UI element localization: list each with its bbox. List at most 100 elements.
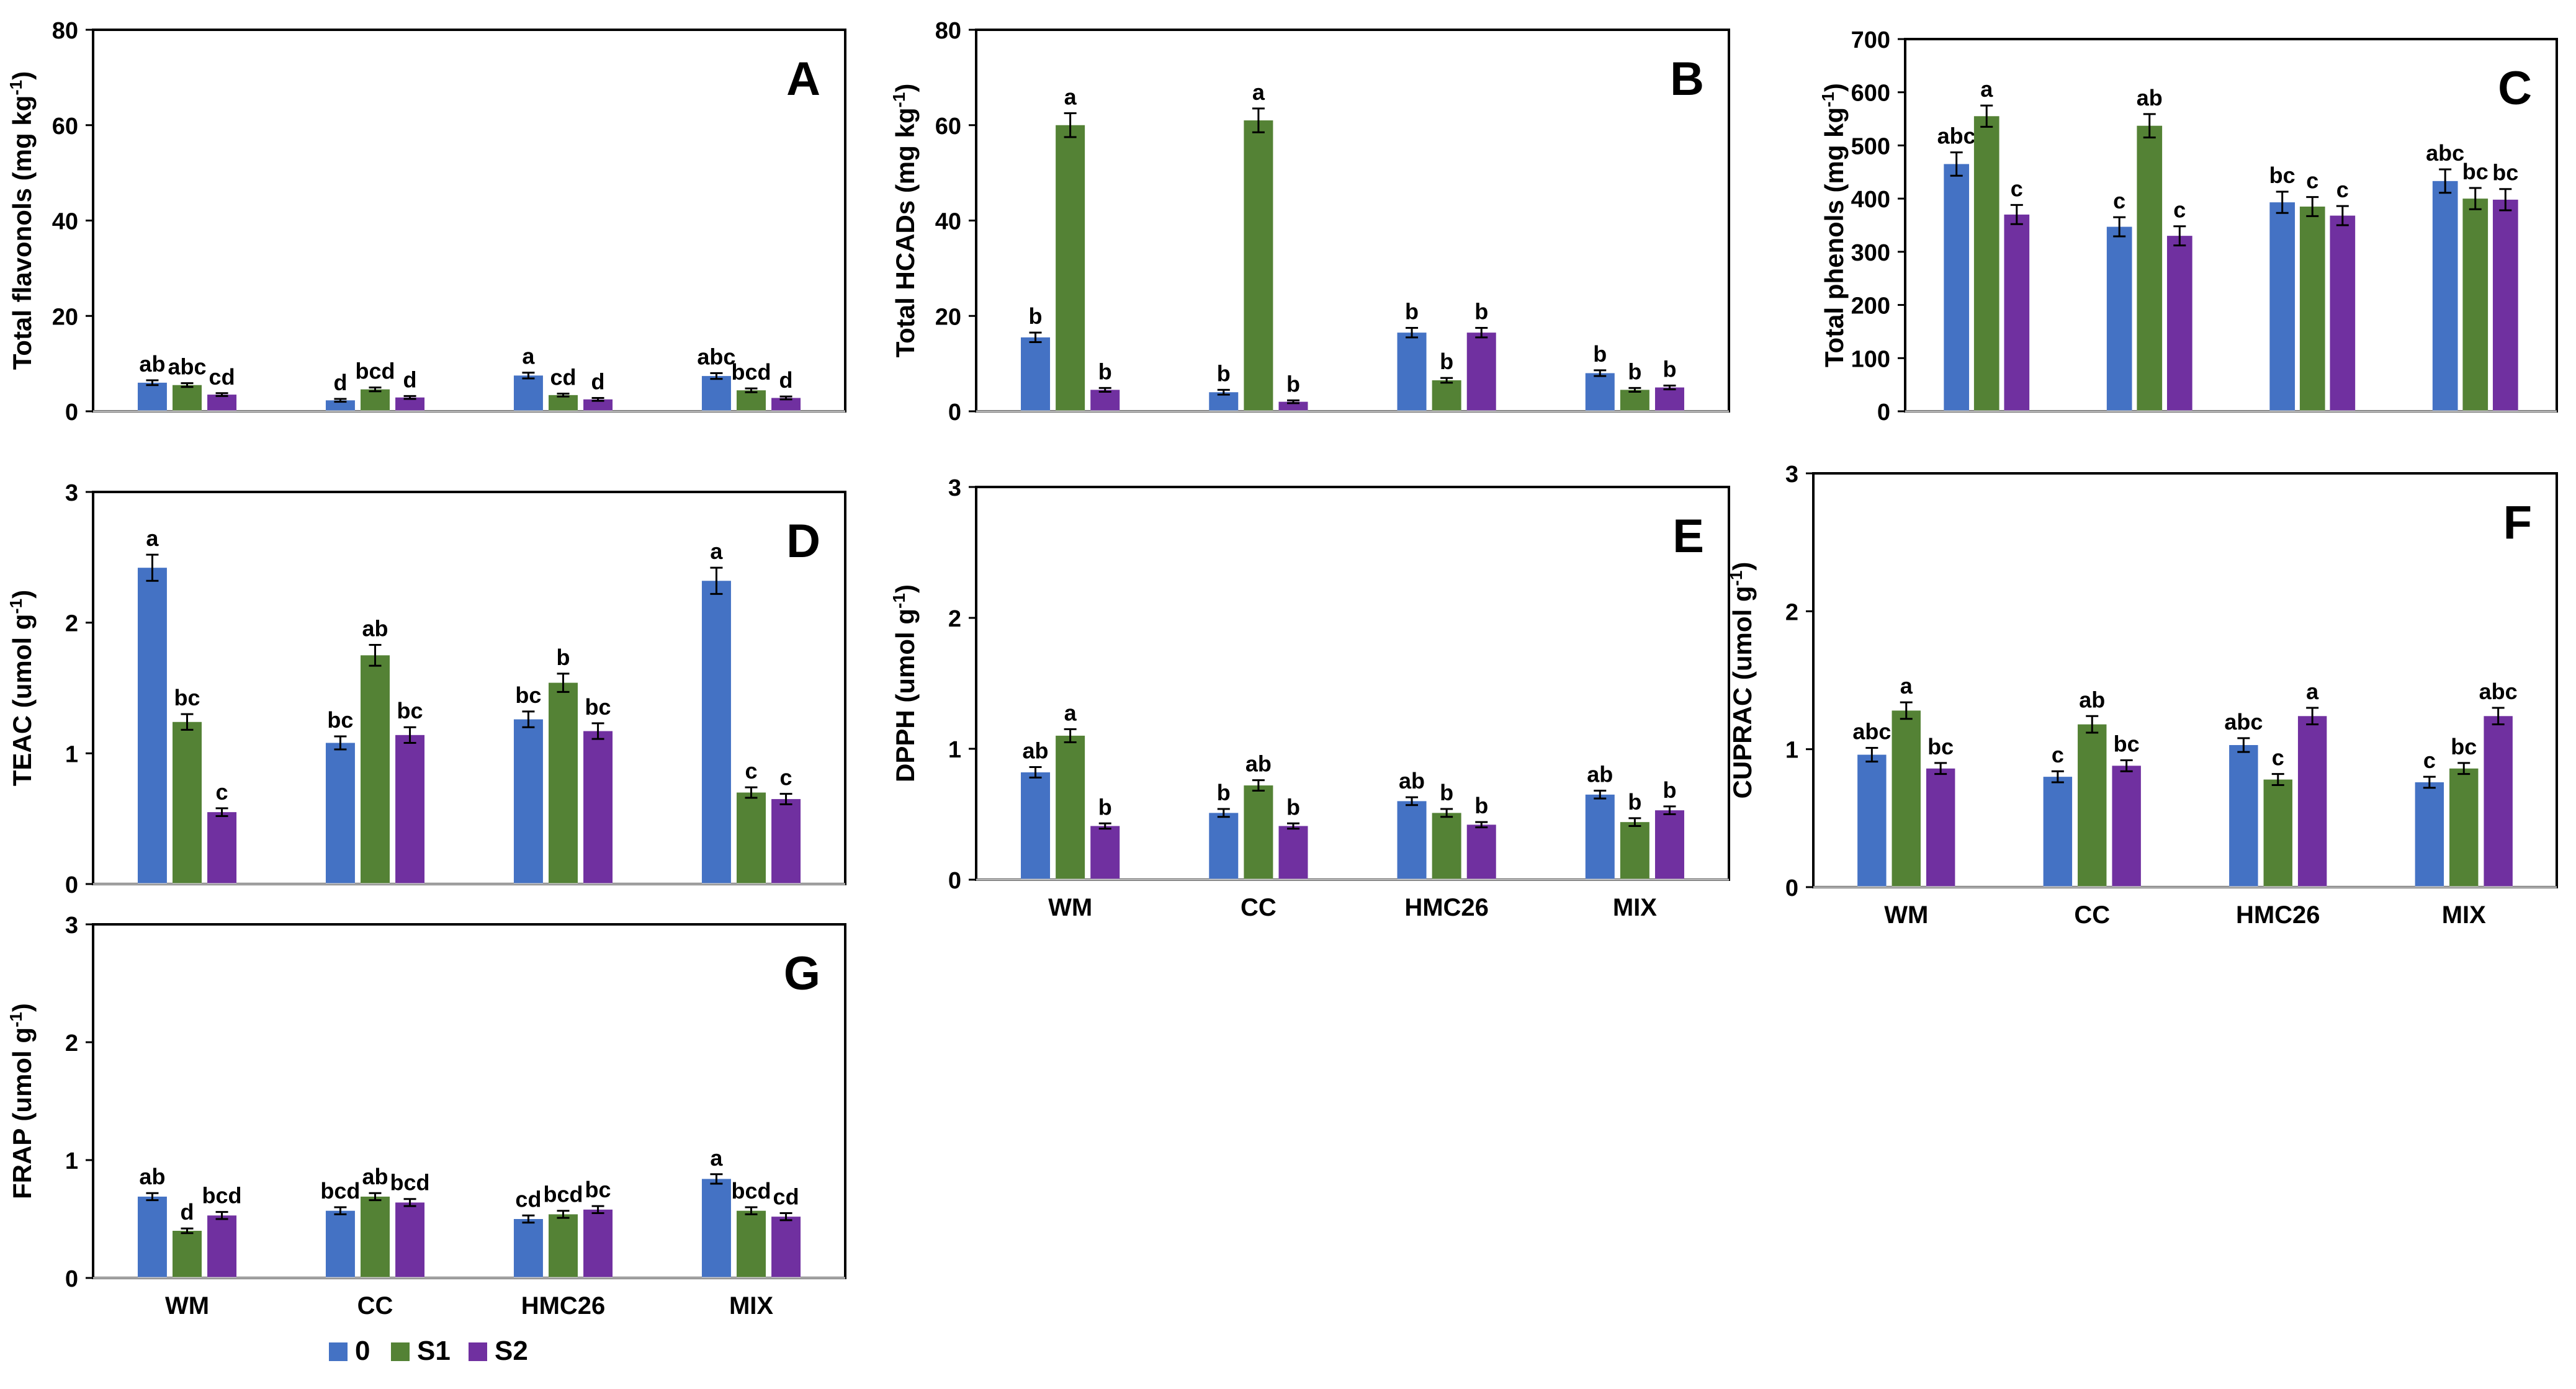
- legend-swatch-s1: [391, 1342, 410, 1361]
- significance-letter: a: [1980, 76, 1993, 102]
- bar-0: [1944, 164, 1970, 411]
- significance-letter: abc: [2224, 709, 2263, 735]
- significance-letter: c: [2011, 176, 2023, 201]
- significance-letter: bc: [1928, 734, 1954, 759]
- x-category-label: CC: [1241, 894, 1277, 921]
- bar-s1: [173, 385, 202, 411]
- bar-s2: [771, 799, 801, 884]
- bar-0: [1021, 337, 1051, 411]
- panel-letter: C: [2498, 62, 2532, 115]
- panel-letter: F: [2503, 496, 2532, 549]
- bar-s2: [1278, 826, 1308, 880]
- significance-letter: b: [1474, 298, 1488, 324]
- bar-s2: [395, 735, 425, 884]
- significance-letter: a: [710, 538, 723, 564]
- legend-swatch-s2: [469, 1342, 487, 1361]
- y-tick-label: 500: [1851, 133, 1890, 159]
- legend-swatch-0: [329, 1342, 348, 1361]
- y-tick-label: 40: [52, 209, 78, 235]
- bar-s2: [395, 1202, 425, 1278]
- significance-letter: cd: [550, 365, 576, 390]
- significance-letter: c: [2306, 168, 2318, 194]
- significance-letter: a: [1900, 673, 1913, 699]
- y-axis-label: Total HCADs (mg kg-1): [889, 84, 920, 358]
- y-tick-label: 0: [65, 872, 78, 898]
- y-tick-label: 40: [935, 209, 961, 235]
- x-category-label: HMC26: [521, 1292, 606, 1320]
- plot-frame-e: [975, 486, 1730, 881]
- significance-letter: b: [1286, 371, 1300, 396]
- bar-s1: [361, 1196, 390, 1278]
- significance-letter: bc: [2269, 163, 2296, 188]
- bar-0: [1397, 801, 1427, 880]
- significance-letter: c: [2336, 177, 2349, 202]
- bar-0: [1209, 813, 1239, 880]
- panel-letter: D: [786, 515, 820, 568]
- bar-s1: [2078, 724, 2107, 887]
- significance-letter: a: [710, 1145, 723, 1171]
- bar-s1: [361, 655, 390, 884]
- x-category-label: HMC26: [2236, 901, 2320, 929]
- significance-letter: a: [146, 525, 159, 551]
- bar-0: [701, 376, 731, 411]
- significance-letter: ab: [362, 1164, 388, 1189]
- panel-letter: B: [1670, 53, 1704, 105]
- panel-letter: E: [1672, 510, 1704, 563]
- bar-s2: [1654, 810, 1684, 880]
- bar-s1: [1892, 710, 1921, 887]
- legend: 0 S1 S2: [329, 1336, 528, 1366]
- significance-letter: cd: [515, 1186, 541, 1212]
- significance-letter: c: [2113, 188, 2125, 213]
- x-category-label: WM: [1048, 894, 1092, 921]
- bar-s1: [1620, 390, 1649, 411]
- y-tick-label: 100: [1851, 346, 1890, 372]
- x-category-label: CC: [2074, 901, 2110, 929]
- bar-s2: [1278, 401, 1308, 411]
- bar-s1: [549, 395, 578, 411]
- bar-0: [2229, 744, 2258, 887]
- bar-s2: [583, 731, 613, 884]
- x-category-label: MIX: [2442, 901, 2486, 929]
- bar-s2: [1090, 826, 1120, 880]
- significance-letter: b: [1628, 789, 1641, 815]
- significance-letter: ab: [2079, 687, 2105, 712]
- y-tick-label: 0: [1877, 400, 1890, 426]
- bar-s2: [2004, 214, 2030, 411]
- legend-label: S1: [417, 1336, 451, 1366]
- plot-frame-b: [975, 29, 1730, 413]
- significance-letter: abc: [697, 344, 735, 370]
- significance-letter: bcd: [320, 1178, 360, 1204]
- bar-0: [325, 1210, 355, 1278]
- y-tick-label: 1: [948, 737, 961, 763]
- y-tick-label: 400: [1851, 187, 1890, 213]
- y-tick-label: 60: [935, 114, 961, 140]
- bar-s1: [1056, 735, 1085, 880]
- significance-letter: bc: [397, 698, 423, 723]
- bar-0: [325, 400, 355, 411]
- significance-letter: a: [2306, 679, 2319, 704]
- y-tick-label: 3: [948, 475, 961, 501]
- x-category-label: HMC26: [1404, 894, 1489, 921]
- bar-s1: [737, 390, 766, 411]
- y-tick-label: 20: [52, 304, 78, 330]
- significance-letter: ab: [2137, 85, 2163, 110]
- bar-s2: [1926, 768, 1955, 887]
- y-tick-label: 3: [65, 913, 78, 939]
- legend-label: S2: [495, 1336, 528, 1366]
- bar-s1: [361, 389, 390, 411]
- significance-letter: bc: [327, 707, 353, 733]
- bar-0: [325, 743, 355, 884]
- significance-letter: cd: [773, 1184, 799, 1210]
- significance-letter: d: [181, 1199, 194, 1225]
- plot-frame-c: [1904, 38, 2558, 413]
- bar-s1: [2299, 207, 2325, 411]
- significance-letter: d: [403, 367, 417, 392]
- bar-0: [137, 568, 167, 884]
- significance-letter: bc: [2462, 159, 2488, 184]
- y-tick-label: 300: [1851, 240, 1890, 266]
- significance-letter: d: [779, 367, 793, 393]
